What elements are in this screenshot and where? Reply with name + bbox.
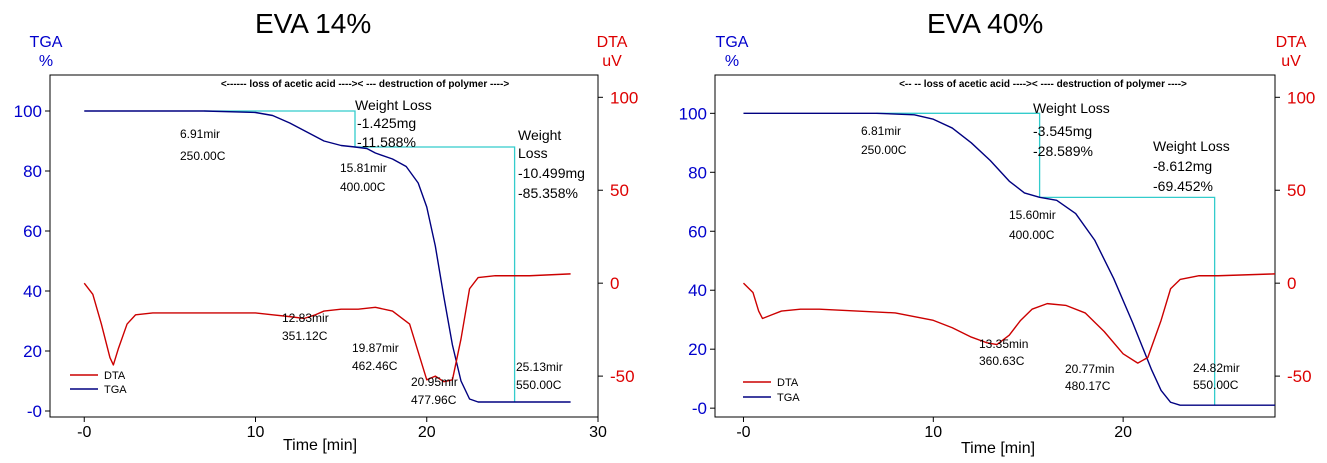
annotation-label: 360.63C bbox=[979, 354, 1025, 368]
y-left-tick-label: 40 bbox=[23, 282, 42, 301]
annotation-label: 20.77min bbox=[1065, 362, 1114, 376]
y-right-tick-label: 0 bbox=[1287, 274, 1296, 293]
annotation-label: 550.00C bbox=[516, 378, 562, 392]
y-left-tick-label: 80 bbox=[23, 162, 42, 181]
y-left-tick-label: 60 bbox=[688, 222, 707, 241]
annotation-label: 250.00C bbox=[861, 143, 907, 157]
dta-series-line bbox=[83, 273, 571, 383]
x-tick-label: 20 bbox=[1114, 424, 1132, 441]
y-right-tick-label: 50 bbox=[610, 181, 629, 200]
annotation-label: 15.60mir bbox=[1009, 208, 1056, 222]
stage-header-text: <------ loss of acetic acid ---->< --- d… bbox=[221, 79, 510, 90]
chart-panel-eva40: EVA 40% -0 10 20 -0 20 40 60 80 100 100 50 0 -50 TGA%… bbox=[663, 0, 1327, 463]
y-left-tick-label: 100 bbox=[679, 104, 707, 123]
plot-frame bbox=[714, 74, 1276, 418]
legend-label: TGA bbox=[104, 384, 127, 396]
annotation-label: 6.91mir bbox=[180, 127, 220, 141]
y-left-tick-label: 100 bbox=[14, 102, 42, 121]
annotation-label: Loss bbox=[518, 145, 548, 161]
y-left-axis-label: TGA bbox=[716, 34, 749, 51]
y-left-tick-label: 20 bbox=[688, 340, 707, 359]
x-tick-label: 30 bbox=[589, 424, 607, 441]
annotation-label: 19.87mir bbox=[352, 341, 399, 355]
y-right-tick-label: 50 bbox=[1287, 181, 1306, 200]
y-right-tick-label: -50 bbox=[1287, 367, 1312, 386]
y-left-tick-label: 80 bbox=[688, 163, 707, 182]
annotation-label: 24.82mir bbox=[1193, 361, 1240, 375]
legend-label: DTA bbox=[104, 370, 126, 382]
annotation-label: 13.35min bbox=[979, 337, 1028, 351]
y-right-axis-label: uV bbox=[602, 53, 622, 70]
y-left-tick-label: 20 bbox=[23, 342, 42, 361]
chart-eva40-svg: -0 10 20 -0 20 40 60 80 100 100 50 0 -50 TGA% DTA uV Tim… bbox=[679, 34, 1316, 457]
legend-label: TGA bbox=[777, 392, 800, 404]
x-tick-label: -0 bbox=[77, 424, 91, 441]
y-left-tick-label: 40 bbox=[688, 281, 707, 300]
annotation-label: 20.95mir bbox=[411, 375, 458, 389]
annotation-label: -8.612mg bbox=[1153, 158, 1212, 174]
annotation-label: -85.358% bbox=[518, 185, 578, 201]
y-right-tick-label: -50 bbox=[610, 367, 635, 386]
x-tick-label: 10 bbox=[247, 424, 265, 441]
annotation-label: -69.452% bbox=[1153, 178, 1213, 194]
y-left-tick-label: 60 bbox=[23, 222, 42, 241]
annotation-label: 400.00C bbox=[340, 180, 386, 194]
tga-series-line bbox=[743, 112, 1275, 406]
annotation-label: 351.12C bbox=[282, 329, 328, 343]
y-left-axis-label: % bbox=[39, 53, 53, 70]
tga-series-line bbox=[84, 110, 571, 403]
y-right-axis-label: DTA bbox=[1276, 34, 1307, 51]
annotation-label: 6.81mir bbox=[861, 124, 901, 138]
chart-title: EVA 14% bbox=[255, 8, 372, 39]
y-left-axis-label: % bbox=[725, 53, 739, 70]
annotation-label: -10.499mg bbox=[518, 165, 585, 181]
plot-frame bbox=[49, 74, 599, 418]
y-left-tick-label: -0 bbox=[692, 399, 707, 418]
x-axis-label: Time [min] bbox=[283, 437, 357, 454]
stage-header-text: <-- -- loss of acetic acid ---->< ---- d… bbox=[899, 79, 1187, 90]
dta-series-line bbox=[742, 273, 1276, 364]
annotation-label: -28.589% bbox=[1033, 143, 1093, 159]
annotation-label: 462.46C bbox=[352, 359, 398, 373]
annotation-label: -1.425mg bbox=[357, 115, 416, 131]
chart-panel-eva14: EVA 14% -0 10 20 30 -0 20 40 60 80 100 100 50 0 -50 TG… bbox=[0, 0, 663, 463]
chart-title: EVA 40% bbox=[927, 8, 1044, 39]
annotation-label: Weight bbox=[518, 127, 561, 143]
y-right-tick-label: 100 bbox=[1287, 88, 1315, 107]
annotation-label: 550.00C bbox=[1193, 378, 1239, 392]
x-tick-label: -0 bbox=[736, 424, 750, 441]
annotation-label: 25.13mir bbox=[516, 360, 563, 374]
x-tick-label: 10 bbox=[924, 424, 942, 441]
x-axis-label: Time [min] bbox=[961, 440, 1035, 457]
annotation-label: -3.545mg bbox=[1033, 123, 1092, 139]
y-left-axis-label: TGA bbox=[30, 34, 63, 51]
legend-label: DTA bbox=[777, 377, 799, 389]
annotation-label: 400.00C bbox=[1009, 228, 1055, 242]
annotation-label: Weight Loss bbox=[355, 97, 432, 113]
annotation-label: 477.96C bbox=[411, 393, 457, 407]
annotation-label: Weight Loss bbox=[1033, 100, 1110, 116]
y-right-tick-label: 0 bbox=[610, 274, 619, 293]
y-right-axis-label: DTA bbox=[597, 34, 628, 51]
x-tick-label: 20 bbox=[418, 424, 436, 441]
annotation-label: 12.83mir bbox=[282, 311, 329, 325]
y-right-axis-label: uV bbox=[1281, 53, 1301, 70]
annotation-label: Weight Loss bbox=[1153, 138, 1230, 154]
annotation-label: 15.81mir bbox=[340, 161, 387, 175]
y-right-tick-label: 100 bbox=[610, 88, 638, 107]
chart-eva14-svg: -0 10 20 30 -0 20 40 60 80 100 100 50 0 -50 TGA% DTA uV T… bbox=[14, 34, 639, 454]
annotation-label: 480.17C bbox=[1065, 379, 1111, 393]
annotation-label: 250.00C bbox=[180, 149, 226, 163]
y-left-tick-label: -0 bbox=[27, 402, 42, 421]
annotation-label: -11.588% bbox=[357, 134, 416, 150]
